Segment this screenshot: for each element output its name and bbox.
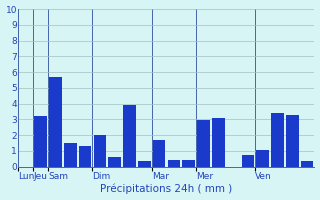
Bar [212,118,225,167]
Bar [108,157,121,167]
Bar [197,120,210,167]
Bar [182,160,195,167]
Bar [34,116,47,167]
Bar [138,161,150,167]
Bar [242,155,254,167]
Bar [271,113,284,167]
X-axis label: Précipitations 24h ( mm ): Précipitations 24h ( mm ) [100,184,233,194]
Bar [93,135,106,167]
Bar [79,146,91,167]
Bar [168,160,180,167]
Bar [153,140,165,167]
Bar [49,77,62,167]
Bar [64,143,76,167]
Bar [256,150,269,167]
Bar [123,105,136,167]
Bar [286,115,299,167]
Bar [301,161,313,167]
